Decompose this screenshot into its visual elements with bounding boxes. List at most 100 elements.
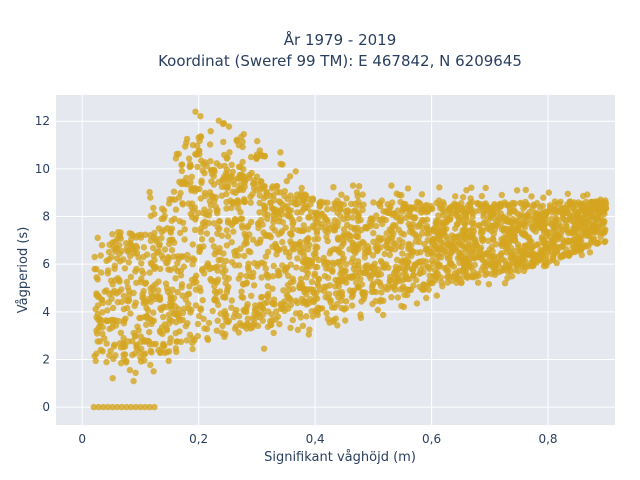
data-point bbox=[308, 259, 315, 266]
data-point bbox=[279, 161, 286, 168]
data-point bbox=[563, 223, 570, 230]
data-point bbox=[461, 221, 468, 228]
data-point bbox=[125, 247, 132, 254]
data-point bbox=[125, 259, 132, 266]
data-point bbox=[540, 194, 547, 201]
data-point bbox=[187, 179, 194, 186]
data-point bbox=[314, 307, 321, 315]
data-point bbox=[586, 213, 593, 220]
data-point bbox=[530, 226, 537, 233]
data-point bbox=[280, 287, 287, 294]
data-point bbox=[116, 258, 124, 265]
data-point bbox=[459, 194, 467, 201]
data-point bbox=[330, 184, 337, 191]
data-point bbox=[409, 248, 416, 255]
data-point bbox=[381, 250, 388, 258]
data-point bbox=[179, 219, 187, 226]
chart-title-line-2: Koordinat (Sweref 99 TM): E 467842, N 62… bbox=[158, 52, 522, 70]
data-point bbox=[498, 191, 505, 199]
data-point bbox=[123, 403, 130, 411]
data-point bbox=[469, 213, 476, 220]
data-point bbox=[181, 226, 188, 233]
data-point bbox=[279, 238, 286, 246]
data-point bbox=[358, 298, 365, 305]
data-point bbox=[557, 198, 564, 205]
data-point bbox=[459, 227, 466, 234]
data-point bbox=[386, 251, 393, 259]
data-point bbox=[446, 204, 454, 211]
data-point bbox=[270, 329, 277, 337]
data-point bbox=[248, 218, 255, 226]
data-point bbox=[183, 135, 191, 143]
data-point bbox=[520, 249, 528, 257]
data-point bbox=[211, 197, 218, 205]
data-point bbox=[357, 275, 364, 283]
data-point bbox=[229, 168, 236, 175]
y-tick-label: 6 bbox=[42, 257, 50, 271]
data-point bbox=[401, 270, 408, 278]
data-point bbox=[190, 256, 198, 263]
data-point bbox=[435, 253, 442, 260]
data-point bbox=[426, 272, 433, 279]
data-point bbox=[136, 314, 143, 322]
data-point bbox=[93, 274, 100, 281]
data-point bbox=[206, 208, 213, 215]
data-point bbox=[378, 259, 386, 266]
data-point bbox=[95, 403, 102, 411]
data-point bbox=[129, 338, 136, 345]
data-point bbox=[331, 223, 339, 230]
data-point bbox=[343, 261, 350, 268]
data-point bbox=[267, 321, 274, 329]
data-point bbox=[361, 292, 368, 300]
data-point bbox=[520, 257, 527, 264]
data-point bbox=[348, 302, 356, 309]
data-point bbox=[447, 216, 454, 223]
data-point bbox=[267, 199, 274, 207]
data-point bbox=[421, 202, 428, 209]
data-point bbox=[206, 189, 214, 196]
data-point bbox=[500, 266, 508, 274]
data-point bbox=[210, 166, 218, 173]
data-point bbox=[299, 258, 306, 265]
data-point bbox=[452, 202, 459, 210]
data-point bbox=[162, 303, 170, 311]
data-point bbox=[97, 252, 104, 259]
data-point bbox=[498, 255, 506, 263]
data-point bbox=[309, 195, 316, 202]
data-point bbox=[126, 287, 133, 295]
data-point bbox=[568, 229, 575, 236]
data-point bbox=[486, 261, 494, 268]
data-point bbox=[166, 240, 173, 248]
data-point bbox=[344, 208, 352, 216]
data-point bbox=[217, 310, 224, 317]
data-point bbox=[399, 250, 406, 257]
data-point bbox=[255, 219, 262, 227]
data-point bbox=[504, 202, 511, 209]
data-point bbox=[120, 292, 128, 300]
data-point bbox=[335, 283, 342, 290]
data-point bbox=[376, 279, 384, 286]
data-point bbox=[156, 242, 163, 249]
data-point bbox=[487, 211, 494, 219]
data-point bbox=[370, 199, 377, 206]
data-point bbox=[544, 240, 551, 247]
data-point bbox=[446, 254, 453, 261]
data-point bbox=[420, 281, 427, 288]
data-point bbox=[218, 183, 226, 190]
y-tick-label: 0 bbox=[42, 400, 50, 414]
data-point bbox=[133, 343, 140, 350]
data-point bbox=[427, 202, 434, 210]
data-point bbox=[171, 239, 178, 246]
data-point bbox=[194, 142, 201, 149]
data-point bbox=[502, 238, 510, 246]
data-point bbox=[367, 275, 374, 282]
data-point bbox=[171, 196, 179, 203]
data-point bbox=[501, 280, 509, 287]
data-point bbox=[403, 286, 411, 293]
data-point bbox=[253, 173, 261, 180]
data-point bbox=[410, 272, 417, 279]
data-point bbox=[223, 312, 230, 319]
data-point bbox=[308, 308, 315, 315]
data-point bbox=[151, 210, 158, 218]
data-point bbox=[147, 237, 154, 244]
